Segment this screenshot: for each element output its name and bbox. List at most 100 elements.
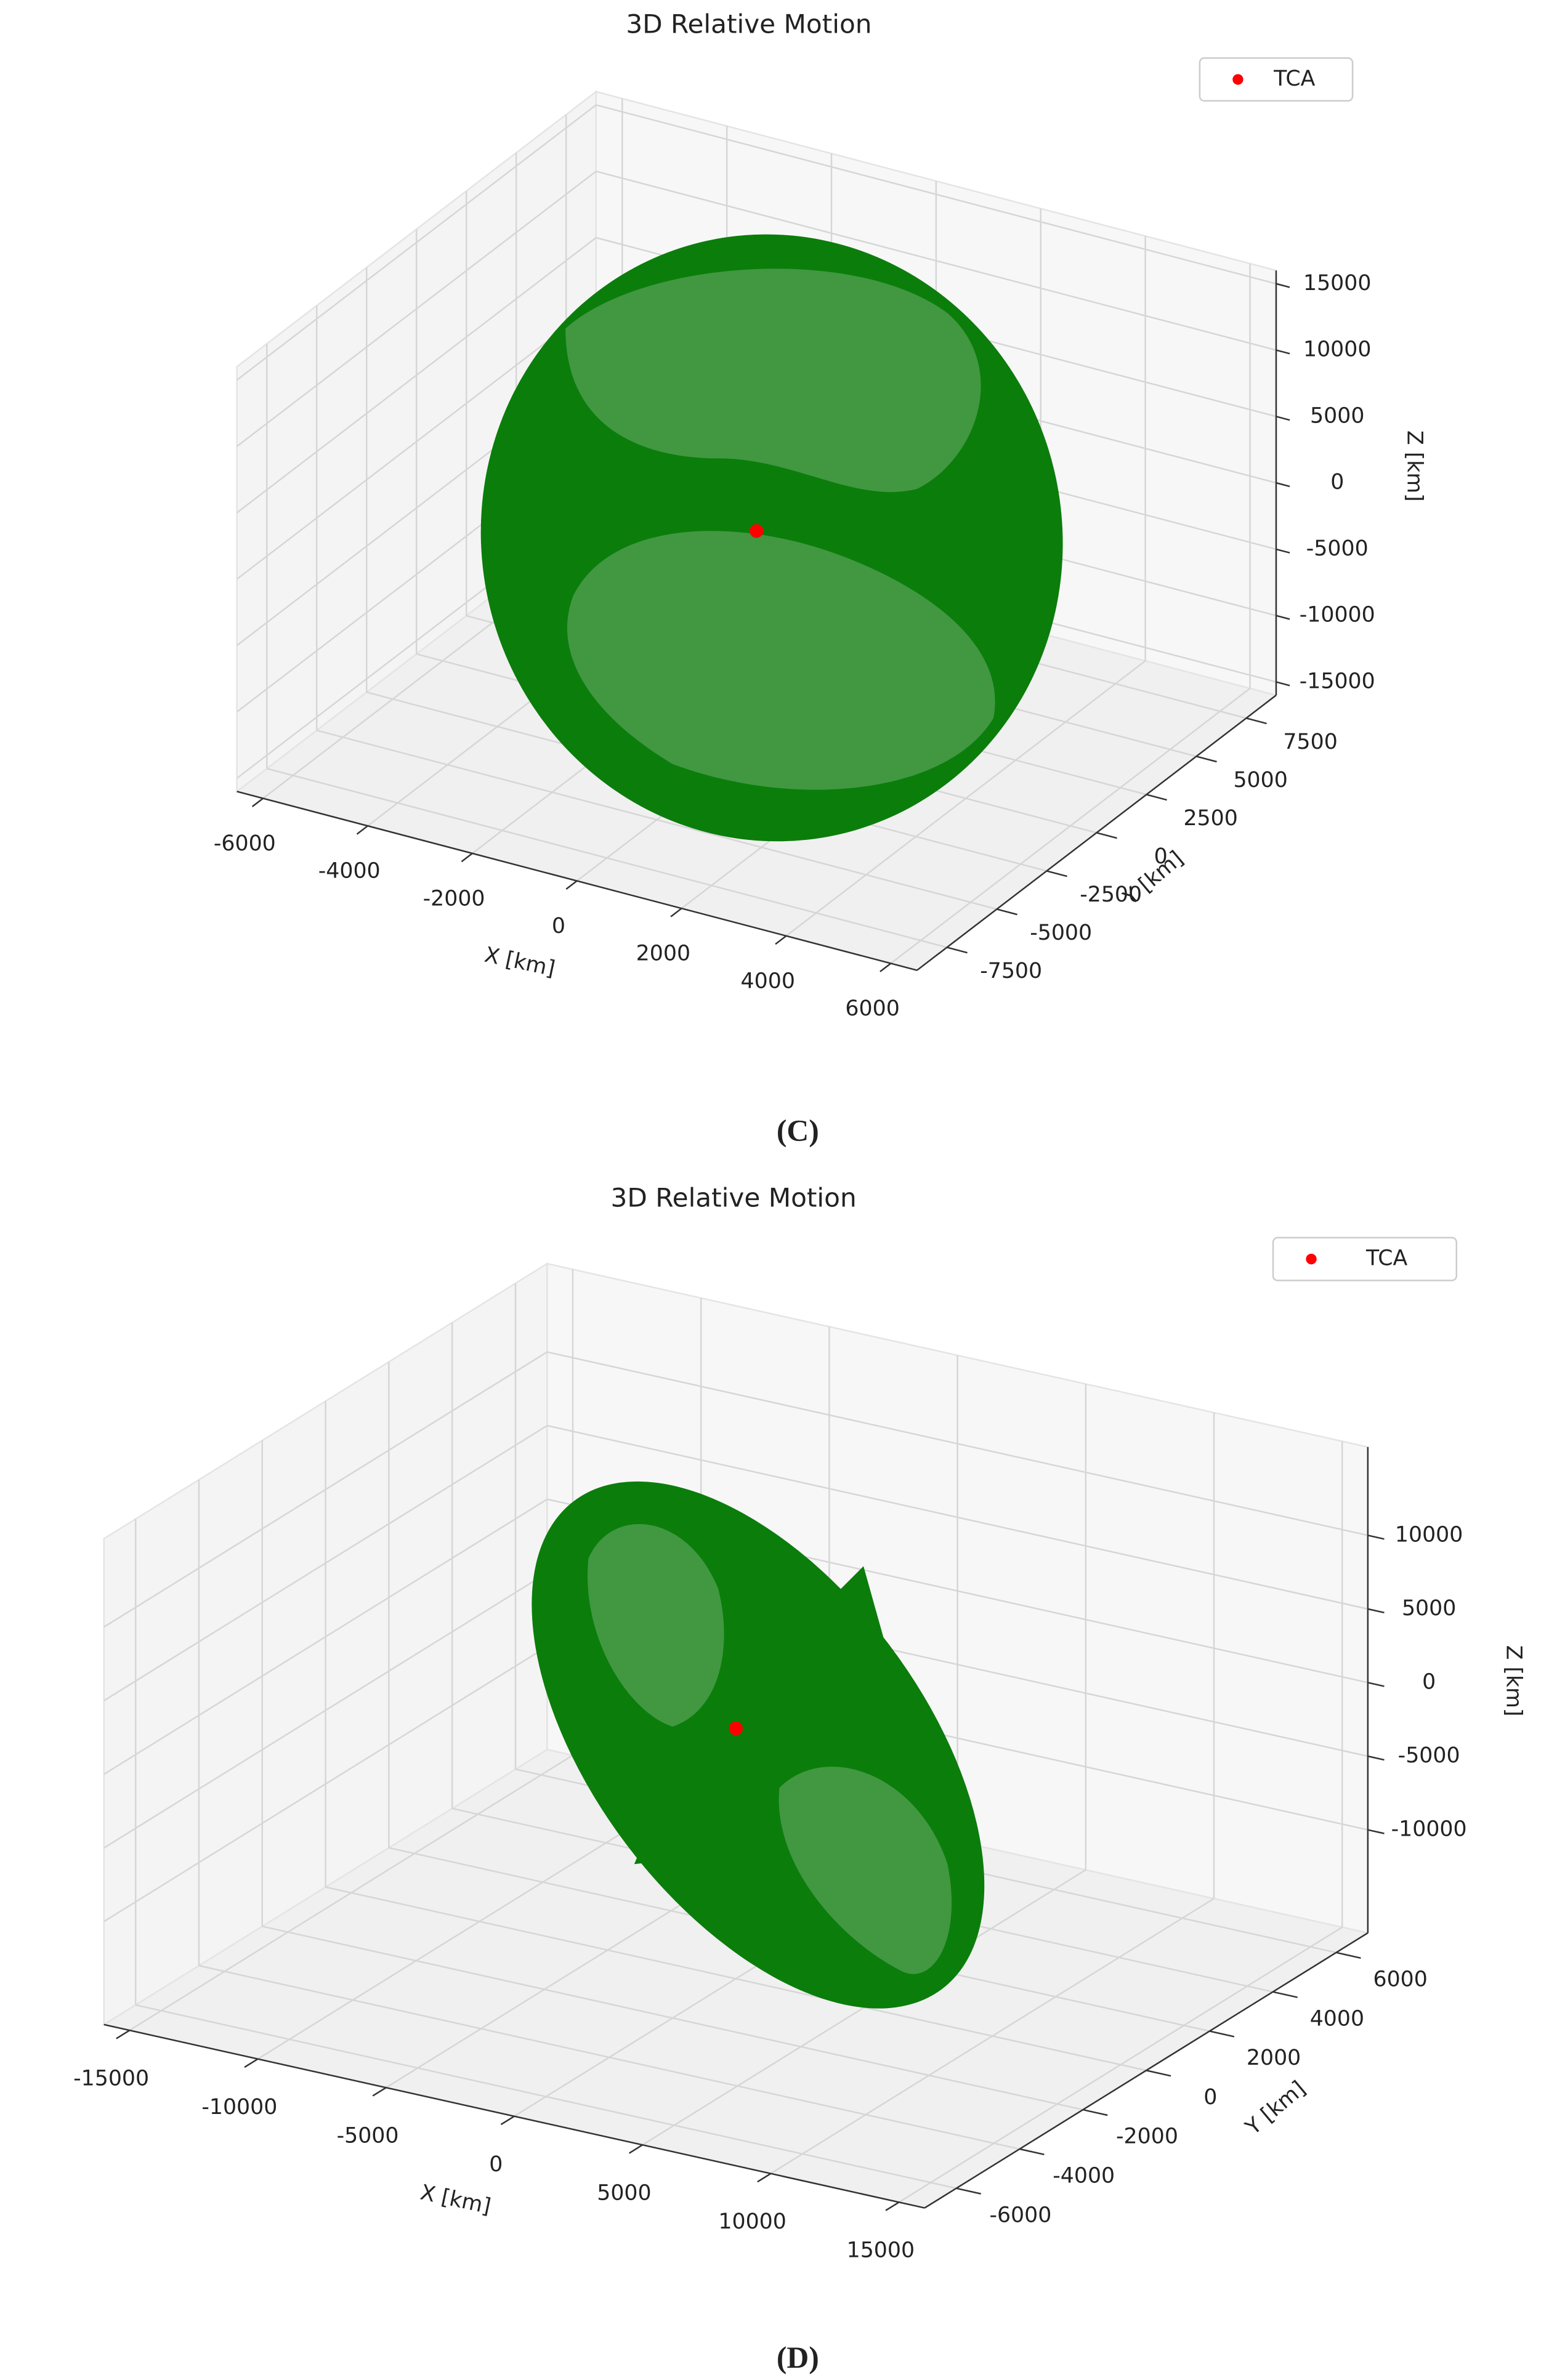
grid-line xyxy=(236,104,597,381)
legend-marker xyxy=(1306,1253,1317,1265)
grid-line xyxy=(103,1572,548,1849)
x-tick-label: -10000 xyxy=(201,2095,277,2120)
grid-line xyxy=(236,237,597,514)
grid-line xyxy=(262,1926,1083,2111)
z-tick-label: -15000 xyxy=(1300,669,1375,693)
x-tick-label: -15000 xyxy=(73,2067,149,2091)
grid-line xyxy=(103,1498,548,1775)
tick-mark xyxy=(356,825,368,835)
trajectory-surface xyxy=(480,234,1063,842)
tick-mark xyxy=(1336,1951,1361,1959)
legend-box xyxy=(1199,57,1354,102)
tick-mark xyxy=(1276,416,1290,421)
y-tick-label: 2000 xyxy=(1247,2046,1301,2070)
y-tick-label: -2500 xyxy=(1080,882,1142,907)
x-tick-label: 15000 xyxy=(847,2238,915,2263)
tick-mark xyxy=(1046,870,1067,877)
tick-mark xyxy=(1146,794,1167,801)
x-tick-label: 0 xyxy=(552,914,565,938)
tick-mark xyxy=(670,908,682,918)
x-axis-label: X [km] xyxy=(418,2180,493,2219)
grid-line xyxy=(547,1424,1369,1610)
chart-title: 3D Relative Motion xyxy=(611,1182,857,1212)
tick-mark xyxy=(880,962,892,972)
tick-mark xyxy=(500,2115,515,2126)
y-axis-label: Y [km] xyxy=(1118,846,1188,910)
grid-line xyxy=(198,1964,1020,2150)
grid-line xyxy=(236,171,597,447)
tick-mark xyxy=(116,2030,131,2039)
y-axis-line xyxy=(916,695,1277,971)
tick-mark xyxy=(1082,2108,1108,2116)
tick-mark xyxy=(1272,1991,1298,1998)
legend-marker xyxy=(1232,74,1244,85)
tick-mark xyxy=(997,908,1017,916)
z-tick-label: 5000 xyxy=(1402,1596,1456,1621)
grid-line xyxy=(266,767,947,948)
caption: (D) xyxy=(777,2341,819,2374)
y-tick-label: 0 xyxy=(1154,844,1168,869)
y-tick-label: -7500 xyxy=(980,959,1042,983)
x-axis-line xyxy=(103,2023,925,2209)
grid-line xyxy=(547,1351,1369,1536)
y-tick-label: -6000 xyxy=(989,2203,1051,2227)
y-tick-label: -4000 xyxy=(1053,2164,1115,2188)
tick-mark xyxy=(251,797,264,807)
grid-line xyxy=(103,1351,548,1628)
y-tick-label: 5000 xyxy=(1233,768,1287,793)
data-point xyxy=(729,1721,743,1736)
x-tick-label: 6000 xyxy=(845,996,899,1021)
z-tick-label: -5000 xyxy=(1398,1743,1460,1768)
tick-mark xyxy=(1019,2148,1045,2156)
tick-mark xyxy=(1276,482,1290,488)
y-tick-label: -5000 xyxy=(1030,921,1092,945)
x-axis-label: X [km] xyxy=(482,943,557,982)
x-axis-line xyxy=(237,791,918,971)
tick-mark xyxy=(956,2187,981,2195)
z-tick-label: 5000 xyxy=(1310,403,1364,428)
x-tick-label: 4000 xyxy=(741,969,795,993)
tick-mark xyxy=(1367,1829,1385,1834)
chart-title: 3D Relative Motion xyxy=(626,9,871,39)
y-axis-label: Y [km] xyxy=(1240,2076,1310,2140)
data-point xyxy=(750,524,764,538)
y-tick-label: 0 xyxy=(1203,2085,1217,2110)
x-tick-label: 10000 xyxy=(718,2209,786,2234)
y-tick-label: 2500 xyxy=(1183,806,1237,831)
y-tick-label: 7500 xyxy=(1283,730,1337,754)
y-tick-label: 6000 xyxy=(1373,1967,1428,1992)
tick-mark xyxy=(1246,717,1267,725)
x-tick-label: -2000 xyxy=(423,886,485,911)
tick-mark xyxy=(1367,1608,1385,1614)
legend-box xyxy=(1272,1236,1458,1281)
grid-line xyxy=(325,1886,1147,2071)
z-tick-label: 0 xyxy=(1422,1669,1436,1694)
tick-mark xyxy=(1367,1535,1385,1540)
tick-mark xyxy=(244,2058,259,2068)
grid-line xyxy=(596,104,1277,284)
tick-mark xyxy=(885,2201,900,2211)
z-tick-label: 0 xyxy=(1330,470,1344,494)
grid-line xyxy=(316,729,997,910)
tick-mark xyxy=(757,2172,772,2183)
tick-mark xyxy=(1276,349,1290,355)
tick-mark xyxy=(1146,2070,1171,2077)
z-tick-label: 15000 xyxy=(1303,271,1371,296)
tick-mark xyxy=(1096,832,1117,839)
y-tick-label: 4000 xyxy=(1310,2006,1364,2031)
z-axis-label: Z [km] xyxy=(1502,1645,1526,1717)
tick-mark xyxy=(461,852,473,863)
grid-line xyxy=(596,171,1277,351)
y-tick-label: -2000 xyxy=(1116,2124,1178,2149)
tick-mark xyxy=(1209,2030,1235,2038)
z-tick-label: -5000 xyxy=(1306,536,1369,561)
x-tick-label: -4000 xyxy=(318,859,381,884)
grid-line xyxy=(103,1425,548,1701)
z-tick-label: 10000 xyxy=(1395,1522,1463,1547)
tick-mark xyxy=(565,880,578,890)
x-tick-label: 2000 xyxy=(636,942,690,966)
grid-line xyxy=(103,1645,548,1922)
y-axis-line xyxy=(924,1932,1369,2209)
